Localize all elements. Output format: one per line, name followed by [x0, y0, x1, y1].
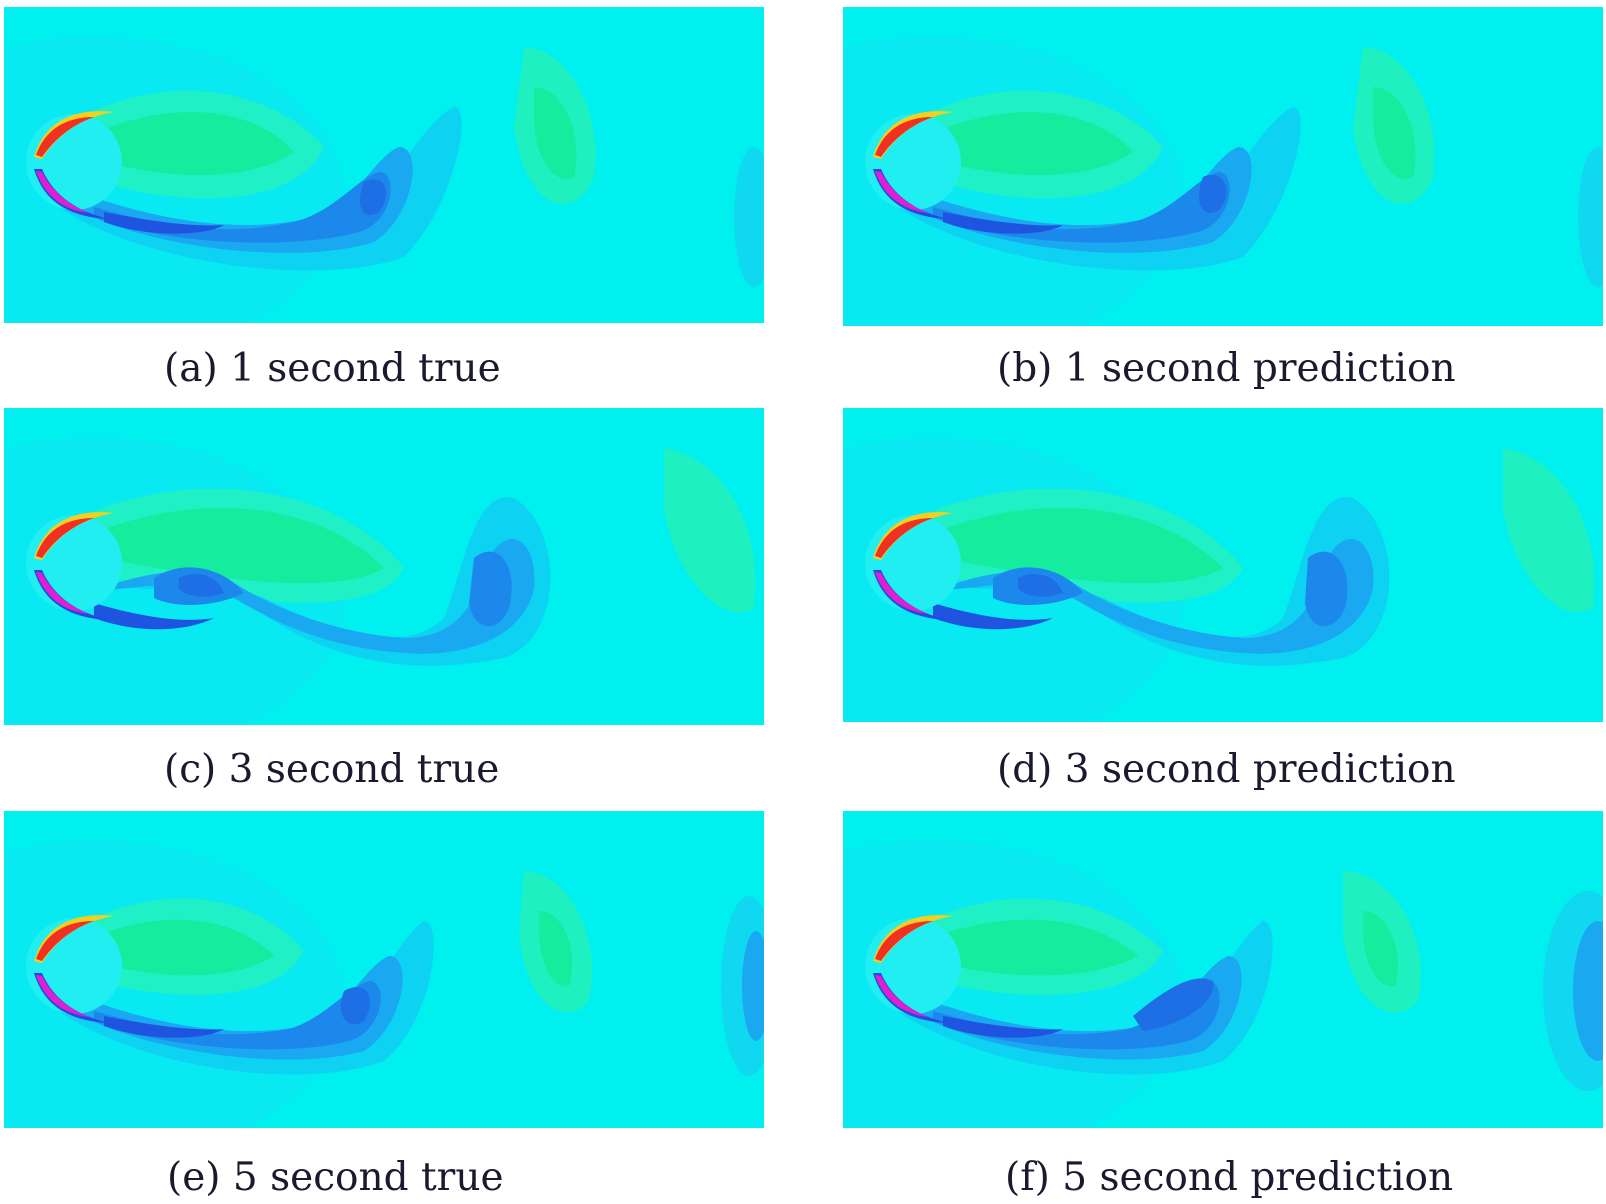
caption-a: (a) 1 second true [164, 346, 501, 391]
caption-e: (e) 5 second true [167, 1155, 504, 1200]
flow-field-image-a [4, 7, 764, 323]
vorticity-contour-d [843, 408, 1603, 722]
flow-field-image-e [4, 811, 764, 1128]
vorticity-contour-f [843, 811, 1603, 1128]
vorticity-contour-c [4, 408, 764, 725]
caption-c: (c) 3 second true [164, 747, 500, 792]
caption-b: (b) 1 second prediction [997, 346, 1456, 391]
caption-d: (d) 3 second prediction [997, 747, 1456, 792]
vorticity-contour-e [4, 811, 764, 1128]
caption-f: (f) 5 second prediction [1005, 1155, 1454, 1200]
flow-field-image-c [4, 408, 764, 725]
vorticity-contour-b [843, 7, 1603, 326]
flow-field-image-d [843, 408, 1603, 722]
vorticity-contour-a [4, 7, 764, 323]
flow-field-image-b [843, 7, 1603, 326]
flow-field-image-f [843, 811, 1603, 1128]
